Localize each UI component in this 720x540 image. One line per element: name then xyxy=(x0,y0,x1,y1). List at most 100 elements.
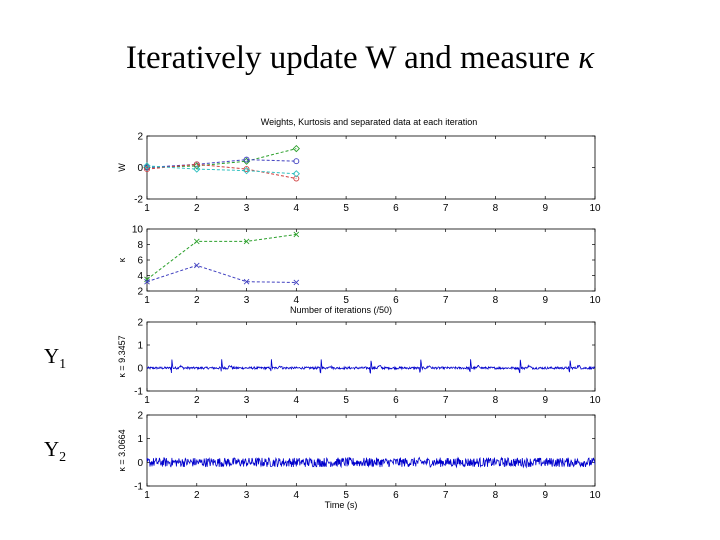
data-point xyxy=(242,167,251,175)
x-tick-label: 2 xyxy=(194,395,200,406)
data-point xyxy=(293,279,300,286)
x-tick-label: 10 xyxy=(589,395,601,406)
x-tick-label: 7 xyxy=(443,395,449,406)
slide-title-text: Iteratively update W and measure xyxy=(125,40,570,76)
x-tick-label: 8 xyxy=(493,295,499,306)
panel-1: 1 2 3 4 5 6 7 8 9 10 -2 0 2 W Weights, Kurtosis and se… xyxy=(117,117,601,214)
x-tick-label: 9 xyxy=(542,395,548,406)
x-tick-label: 10 xyxy=(589,490,601,501)
x-axis-label: Number of iterations (/50) xyxy=(290,305,392,315)
y-tick-label: 2 xyxy=(137,318,143,329)
x-tick-label: 6 xyxy=(393,490,399,501)
y-tick-label: 10 xyxy=(132,225,144,236)
data-point xyxy=(292,170,300,178)
x-tick-label: 3 xyxy=(244,395,250,406)
data-point xyxy=(143,162,151,170)
x-tick-label: 7 xyxy=(443,203,449,214)
data-point xyxy=(144,164,150,171)
y-tick-label: 0 xyxy=(137,458,143,469)
y-axis-label: κ = 9.3457 xyxy=(117,335,127,377)
x-tick-label: 5 xyxy=(343,490,349,501)
slide-title: Iteratively update W and measure κ xyxy=(0,42,720,75)
y-tick-label: 8 xyxy=(137,240,143,251)
chart-title: Weights, Kurtosis and separated data at … xyxy=(261,117,477,127)
x-tick-label: 4 xyxy=(294,295,300,306)
y-tick-label: 2 xyxy=(137,132,143,143)
data-point xyxy=(243,166,250,173)
series-line-2 xyxy=(146,159,297,168)
data-point xyxy=(144,278,150,285)
data-point xyxy=(293,231,300,238)
x-tick-label: 1 xyxy=(144,395,150,406)
data-point xyxy=(293,158,300,165)
x-tick-label: 7 xyxy=(443,490,449,501)
kappa-symbol: κ xyxy=(578,40,595,76)
x-tick-label: 8 xyxy=(493,395,499,406)
x-tick-label: 10 xyxy=(589,203,601,214)
x-tick-label: 8 xyxy=(493,490,499,501)
y-tick-label: 2 xyxy=(137,287,143,298)
y-tick-label: -1 xyxy=(134,482,143,493)
x-tick-label: 8 xyxy=(493,203,499,214)
x-tick-label: 6 xyxy=(393,203,399,214)
x-tick-label: 1 xyxy=(144,490,150,501)
panel-3: 1 2 3 4 5 6 7 8 9 10 -1 0 1 2 κ = 9.3457 xyxy=(117,318,601,407)
data-point xyxy=(243,278,250,285)
y-axis-label: κ xyxy=(117,257,127,262)
x-tick-label: 1 xyxy=(144,203,150,214)
data-point xyxy=(243,238,250,245)
x-tick-label: 3 xyxy=(244,203,250,214)
data-point xyxy=(293,175,300,182)
y-axis-label: κ = 3.0664 xyxy=(117,429,127,471)
y-axis-label: W xyxy=(117,163,127,172)
x-tick-label: 6 xyxy=(393,395,399,406)
signal-trace xyxy=(146,359,596,374)
x-axis-label: Time (s) xyxy=(325,500,358,510)
x-tick-label: 3 xyxy=(244,490,250,501)
x-tick-label: 9 xyxy=(542,490,548,501)
x-tick-label: 5 xyxy=(343,203,349,214)
x-tick-label: 2 xyxy=(194,295,200,306)
y-tick-label: 2 xyxy=(137,411,143,422)
y-tick-label: 6 xyxy=(137,256,143,267)
series-line-1 xyxy=(146,148,297,168)
x-tick-label: 9 xyxy=(542,203,548,214)
series-line-2 xyxy=(146,264,297,283)
data-point xyxy=(292,144,300,153)
y1-label: Y1 xyxy=(44,344,67,373)
x-tick-label: 4 xyxy=(294,203,300,214)
y-tick-label: -2 xyxy=(134,195,143,206)
x-tick-label: 7 xyxy=(443,295,449,306)
y-tick-label: 0 xyxy=(137,163,143,174)
y-tick-label: 0 xyxy=(137,364,143,375)
y-tick-label: 1 xyxy=(137,434,143,445)
x-tick-label: 3 xyxy=(244,295,250,306)
panel-4: 1 2 3 4 5 6 7 8 9 10 -1 0 1 2 κ = 3.0664 Time (s) xyxy=(117,411,601,511)
x-tick-label: 9 xyxy=(542,295,548,306)
data-point xyxy=(243,156,250,163)
plot-frame xyxy=(146,321,596,392)
x-tick-label: 4 xyxy=(294,490,300,501)
plot-frame xyxy=(146,135,596,200)
data-point xyxy=(144,166,150,173)
x-tick-label: 10 xyxy=(589,295,601,306)
plot-frame xyxy=(146,228,596,292)
y-tick-label: -1 xyxy=(134,387,143,398)
data-point xyxy=(193,165,201,173)
series-line-3 xyxy=(146,163,297,180)
x-tick-label: 5 xyxy=(343,295,349,306)
data-point xyxy=(193,262,200,269)
y-tick-label: 4 xyxy=(137,271,143,282)
series-line-1 xyxy=(146,233,297,280)
x-tick-label: 2 xyxy=(194,490,200,501)
x-tick-label: 1 xyxy=(144,295,150,306)
data-point xyxy=(193,238,200,245)
data-point xyxy=(193,161,200,168)
plot-frame xyxy=(146,414,596,487)
signal-trace xyxy=(146,456,596,469)
y-tick-label: 1 xyxy=(137,341,143,352)
y2-label: Y2 xyxy=(44,437,67,466)
x-tick-label: 2 xyxy=(194,203,200,214)
